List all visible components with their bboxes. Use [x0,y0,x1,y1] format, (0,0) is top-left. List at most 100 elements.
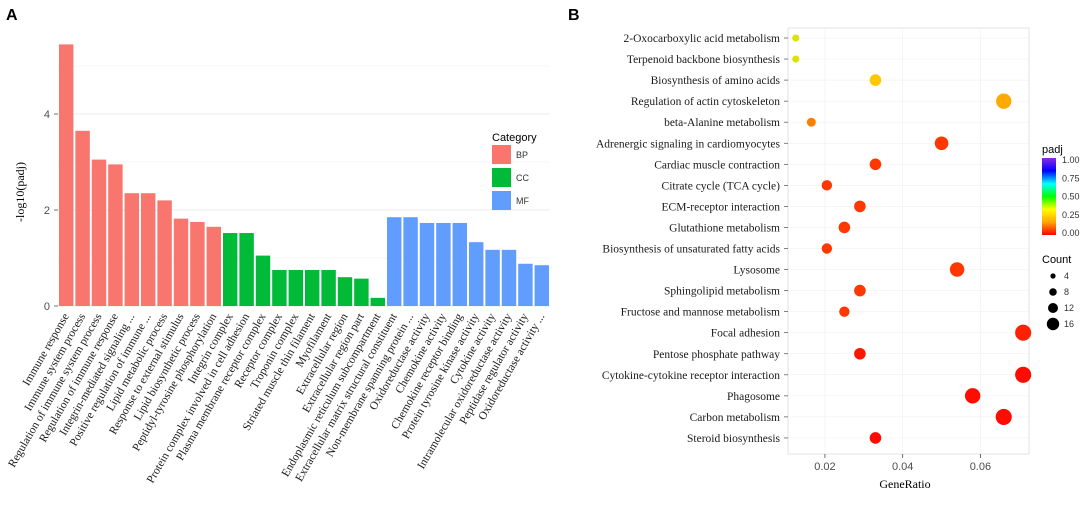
panel-b-size-legend-label: 8 [1064,287,1069,297]
panel-b-color-tick-label: 0.00 [1062,228,1080,238]
panel-b-color-legend: padj 1.00 0.75 0.50 0.25 0.00 [1042,144,1080,238]
panel-b-point-focal-adhesion [1015,324,1032,341]
panel-b-color-bar [1042,158,1056,235]
panel-b-term-label: Lysosome [733,265,780,277]
panel-a-legend-swatch-bp [492,145,511,164]
panel-a-bar-non-membrane-spanning-protein [403,217,418,306]
panel-b-x-axis-title: GeneRatio [879,477,930,491]
panel-a-bar-plasma-membrane-receptor-complex [255,255,271,306]
panel-b-size-legend-dot [1049,288,1057,296]
panel-a-bar-immune-response [58,44,74,307]
panel-b-point-adrenergic-signaling-in-cardiomyocytes [934,136,949,151]
panel-a-bars [58,44,550,307]
panel-b-color-legend-ticks: 1.00 0.75 0.50 0.25 0.00 [1056,155,1080,238]
panel-b-term-label: Terpenoid backbone biosynthesis [627,54,781,66]
panel-a-bar-protein-complex-involved-in-cell-adhesion [239,233,254,306]
panel-b-term-label: beta-Alanine metabolism [664,117,780,129]
panel-a-legend: Category BP CC MF [492,132,537,210]
panel-b-term-label: Carbon metabolism [690,412,780,424]
panel-a-bar-lipid-metabolic-process [157,200,172,306]
panel-b-x-tick-label: 0.02 [814,461,835,473]
panel-b-term-labels: 2-Oxocarboxylic acid metabolism Terpenoid… [596,33,788,445]
panel-a-y-tick-label: 4 [44,109,50,121]
panel-b-term-label: Pentose phosphate pathway [653,349,780,361]
panel-b-term-label: Focal adhesion [711,328,781,340]
panel-b-color-tick-label: 1.00 [1062,155,1080,165]
panel-a-legend-label: CC [516,173,529,183]
panel-a-bar-cytokine-activity [485,249,500,306]
panel-a-bar-immune-system-process [75,130,90,306]
panel-a-y-axis-title: -log10(padj) [13,162,27,222]
panel-b-term-label: Cytokine-cytokine receptor interaction [602,370,780,382]
panel-a-bar-intramolecular-oxidoreductase-activity [501,249,517,306]
panel-b-term-label: Phagosome [727,391,780,403]
panel-a-y-ticks: 0 2 4 [44,109,58,313]
panel-b-size-legend-entries: 4 8 12 16 [1046,271,1074,331]
panel-a-bar-protein-tyrosine-kinase-activity [468,242,484,306]
panel-b-point-fructose-and-mannose-metabolism [839,306,850,317]
panel-a-bar-regulation-of-immune-response [108,164,123,306]
panel-b-plot-background [787,27,1030,455]
panel-b-size-legend-dot [1048,303,1058,313]
panel-a-bar-extracellular-region [337,277,353,306]
panel-a-legend-label: BP [516,150,528,160]
panel-a-legend-swatch-cc [492,168,511,187]
panel-b-point-cardiac-muscle-contraction [869,158,882,171]
panel-a-bar-lipid-biosynthetic-process [190,222,205,306]
panel-b-point-steroid-biosynthesis [869,432,882,444]
panel-b-term-label: Biosynthesis of unsaturated fatty acids [602,244,780,256]
panel-b-points [792,34,1032,444]
panel-b: B 2-Oxocarboxylic acid metabolism Terpeno… [568,7,1080,491]
panel-a-y-tick-label: 2 [44,205,50,217]
panel-b-color-tick-label: 0.25 [1062,210,1080,220]
panel-b-term-label: Steroid biosynthesis [687,433,780,445]
panel-b-term-label: 2-Oxocarboxylic acid metabolism [624,33,781,45]
panel-a-bar-integrin-complex [222,233,238,306]
panel-a-bar-extracellular-matrix-structural-constituent [386,217,402,306]
panel-a-bar-positive-regulation-of-immune [140,193,156,306]
panel-b-point-2-oxocarboxylic-acid-metabolism [792,34,800,42]
panel-b-x-tick-label: 0.04 [892,461,913,473]
panel-b-gridlines [788,28,1029,454]
panel-b-size-legend-title: Count [1042,254,1071,266]
panel-b-point-biosynthesis-of-amino-acids [869,74,882,86]
panel-a-legend-swatch-mf [492,191,511,210]
panel-b-point-beta-alanine-metabolism [806,117,816,127]
panel-b-point-phagosome [964,388,981,404]
panel-b-point-cytokine-cytokine-receptor-interaction [1015,366,1032,383]
panel-b-term-label: Adrenergic signaling in cardiomyocytes [596,138,781,150]
panel-a-bar-peptidyl-tyrosine-phosphorylation [206,226,222,306]
panel-a-legend-label: MF [516,196,529,206]
panel-b-size-legend-dot [1046,317,1060,331]
panel-b-point-glutathione-metabolism [838,221,851,234]
panel-a-bar-endoplasmic-reticulum-subcompartment [370,297,386,306]
panel-a-gridlines [58,65,550,307]
panel-b-point-terpenoid-backbone-biosynthesis [792,55,800,63]
panel-b-size-legend-label: 16 [1064,319,1074,329]
panel-b-color-tick-label: 0.50 [1062,192,1080,202]
panel-b-x-ticks: 0.02 0.04 0.06 [814,454,991,473]
panel-a-bar-myofilament [321,270,336,306]
panel-b-color-tick-label: 0.75 [1062,173,1080,183]
panel-a-y-tick-label: 0 [44,301,50,313]
panel-b-term-label: Glutathione metabolism [669,222,780,234]
panel-a-legend-title: Category [492,132,537,144]
panel-a-bar-striated-muscle-thin-filament [304,270,320,306]
panel-b-point-lysosome [949,262,965,277]
panel-b-letter: B [568,7,580,24]
panel-a-letter: A [6,7,18,24]
panel-b-size-legend-label: 4 [1064,271,1069,281]
panel-a-legend-entries: BP CC MF [492,145,529,210]
panel-a-bar-receptor-complex [272,270,287,306]
panel-a-bar-oxidoreductase-activity [419,222,435,306]
panel-b-term-label: ECM-receptor interaction [662,201,781,213]
panel-a-bar-oxidoreductase-activity [534,265,550,306]
panel-a-bar-regulation-of-immune-system-process [91,159,107,306]
panel-b-term-label: Regulation of actin cytoskeleton [631,96,780,108]
panel-a-bar-troponin-complex [288,270,304,306]
panel-b-term-label: Sphingolipid metabolism [664,286,780,298]
panel-b-x-tick-label: 0.06 [970,461,991,473]
